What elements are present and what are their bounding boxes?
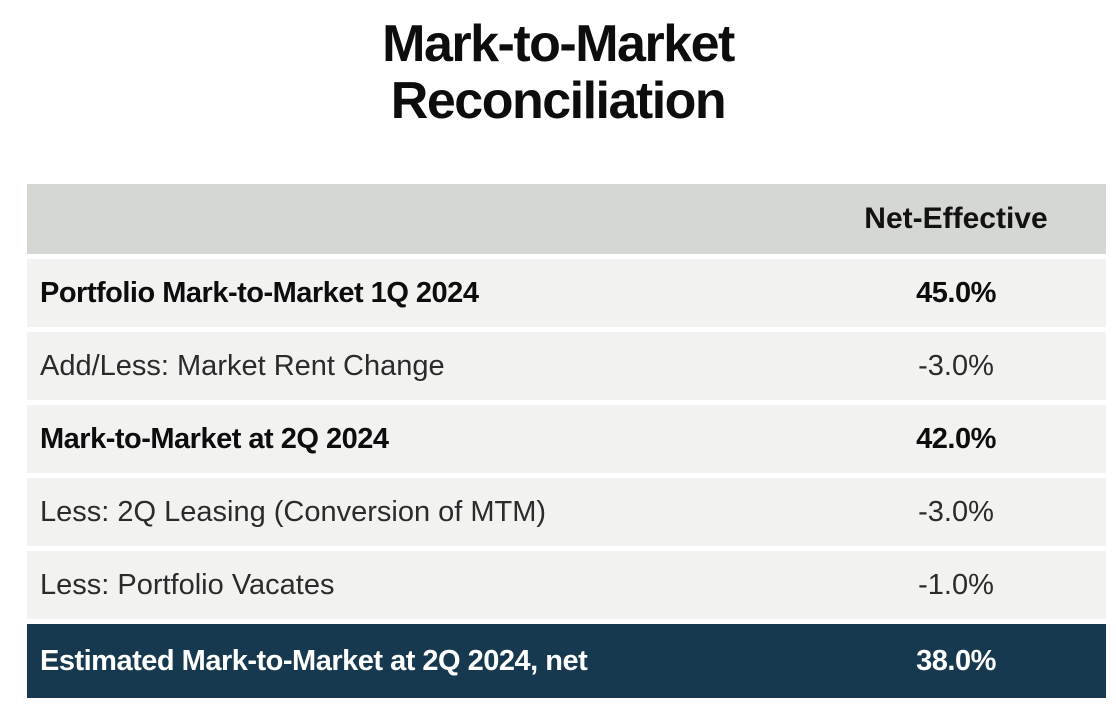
table-row: Add/Less: Market Rent Change -3.0% [27, 332, 1106, 400]
page-title-line-1: Mark-to-Market [382, 15, 735, 73]
row-value: -3.0% [918, 349, 994, 382]
table-row: Less: 2Q Leasing (Conversion of MTM) -3.… [27, 478, 1106, 546]
row-value: -3.0% [918, 495, 994, 528]
row-label: Portfolio Mark-to-Market 1Q 2024 [40, 276, 479, 309]
row-value: 45.0% [916, 276, 996, 309]
row-value: 42.0% [916, 422, 996, 455]
page-title-line-2: Reconciliation [390, 72, 727, 131]
row-label: Less: Portfolio Vacates [40, 568, 335, 601]
row-value: -1.0% [918, 568, 994, 601]
row-label: Add/Less: Market Rent Change [40, 349, 445, 382]
reconciliation-table: Net-Effective Portfolio Mark-to-Market 1… [27, 184, 1106, 698]
table-row: Portfolio Mark-to-Market 1Q 2024 45.0% [27, 259, 1106, 327]
row-value: 38.0% [916, 644, 996, 677]
table-row: Mark-to-Market at 2Q 2024 42.0% [27, 405, 1106, 473]
row-label: Estimated Mark-to-Market at 2Q 2024, net [40, 644, 588, 677]
row-label: Less: 2Q Leasing (Conversion of MTM) [40, 495, 547, 528]
row-label: Mark-to-Market at 2Q 2024 [40, 422, 389, 455]
table-row: Less: Portfolio Vacates -1.0% [27, 551, 1106, 619]
table-total-row: Estimated Mark-to-Market at 2Q 2024, net… [27, 624, 1106, 698]
page-title: Mark-to-Market Reconciliation [0, 15, 1116, 131]
slide: Mark-to-Market Reconciliation Net-Effect… [0, 15, 1116, 720]
header-value-cell: Net-Effective [864, 202, 1048, 235]
table-header-row: Net-Effective [27, 184, 1106, 254]
